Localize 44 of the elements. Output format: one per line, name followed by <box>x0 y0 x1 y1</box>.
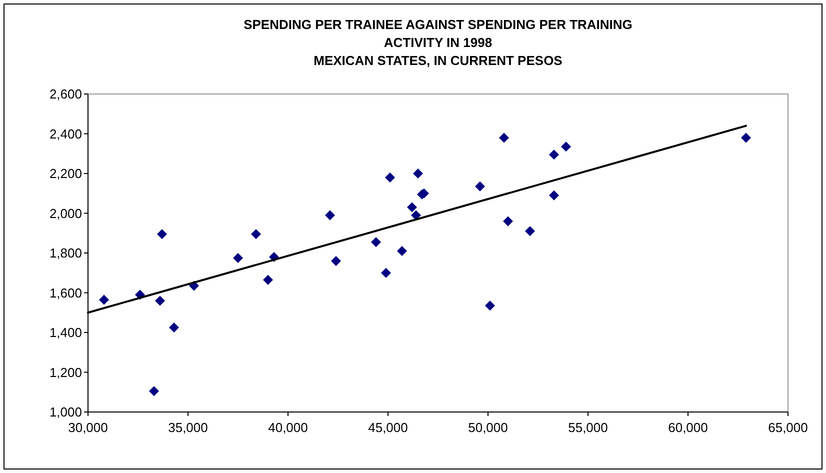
x-tick-label: 30,000 <box>68 420 108 435</box>
point <box>331 256 341 266</box>
point <box>407 202 417 212</box>
point <box>561 142 571 152</box>
y-tick-label: 1,600 <box>49 285 82 300</box>
y-tick-label: 2,000 <box>49 206 82 221</box>
point <box>397 246 407 256</box>
y-tick-label: 1,800 <box>49 246 82 260</box>
point <box>325 210 335 220</box>
x-tick-label: 50,000 <box>468 420 508 435</box>
point <box>385 172 395 182</box>
point <box>263 274 273 285</box>
x-tick-label: 40,000 <box>268 420 308 435</box>
point <box>381 268 391 278</box>
x-tick-label: 55,000 <box>568 420 608 435</box>
point <box>741 132 751 143</box>
point <box>549 150 559 160</box>
y-tick-label: 2,600 <box>49 86 82 102</box>
x-tick-label: 45,000 <box>368 420 408 435</box>
point <box>157 229 167 240</box>
y-tick-label: 2,400 <box>49 126 82 142</box>
y-tick-label: 1,200 <box>49 364 82 380</box>
point <box>233 252 243 263</box>
x-tick-label: 35,000 <box>168 420 208 435</box>
point <box>251 229 261 240</box>
y-tick-label: 1,000 <box>49 404 82 420</box>
chart-title: SPENDING PER TRAINEE AGAINST SPENDING PER TRAINING ACTIVITY IN 1998 MEXICAN STATES, IN CURRENT PESOS <box>244 17 632 68</box>
point <box>99 294 109 305</box>
point <box>149 386 159 396</box>
y-tick-label: 2,200 <box>49 166 82 181</box>
point <box>503 216 513 226</box>
point <box>371 237 381 248</box>
point <box>169 322 179 333</box>
y-tick-label: 1,400 <box>49 325 82 340</box>
x-tick-label: 65,000 <box>768 420 808 435</box>
point <box>525 226 535 236</box>
point <box>485 300 495 311</box>
point <box>475 181 485 192</box>
point <box>499 132 509 143</box>
point <box>411 210 421 220</box>
x-tick-label: 60,000 <box>668 420 708 435</box>
point <box>413 168 423 178</box>
point <box>155 296 165 306</box>
point <box>549 190 559 200</box>
